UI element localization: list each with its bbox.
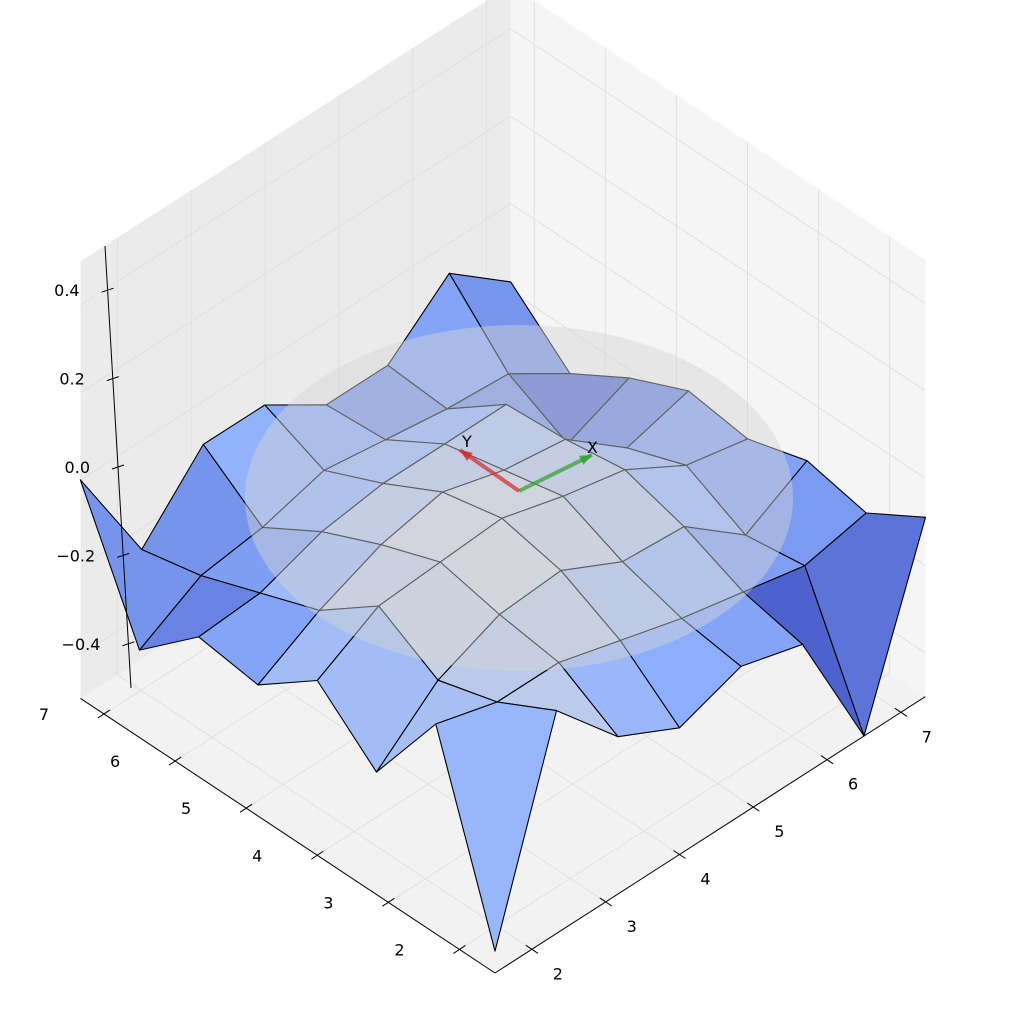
frame-arrow-x [518, 453, 593, 493]
frame-arrow-head-x [579, 455, 592, 465]
z-tick [101, 287, 114, 293]
x-tick [747, 802, 760, 812]
z-tick-label: 0.2 [59, 370, 84, 389]
z-tick-label: 0.0 [65, 458, 90, 477]
surface-cell [435, 701, 558, 952]
frame-arrow-label-x: X [587, 438, 598, 457]
z-tick-label: −0.4 [62, 635, 101, 654]
y-tick [453, 945, 466, 954]
z-tick [122, 641, 135, 647]
z-tick-label: 0.4 [54, 281, 79, 300]
y-tick-label: 6 [110, 752, 120, 771]
y-tick-label: 3 [323, 893, 333, 912]
y-tick-label: 5 [181, 799, 191, 818]
y-tick [310, 850, 324, 860]
y-tick [168, 756, 182, 766]
x-axis-line [494, 696, 926, 974]
frame-arrow-label-y: Y [461, 432, 472, 451]
grid-line-z [80, 115, 926, 393]
surface-mesh [79, 272, 927, 952]
x-tick-label: 4 [700, 870, 710, 889]
grid-line-x [116, 237, 533, 950]
y-axis-line [80, 697, 496, 974]
x-tick [673, 850, 686, 859]
x-tick [820, 755, 834, 765]
z-tick [106, 376, 119, 382]
frame-arrows: XY [458, 432, 598, 493]
y-tick-label: 4 [252, 846, 262, 865]
x-tick-label: 3 [627, 917, 637, 936]
x-tick [894, 707, 908, 717]
z-tick-label: −0.2 [56, 546, 95, 565]
y-tick [97, 709, 111, 719]
ellipse-overlay [245, 325, 793, 671]
frame-arrow-head-y [460, 450, 473, 461]
x-tick [525, 944, 539, 954]
ellipse-overlay-group [245, 325, 793, 671]
tick-labels: 2 3 4 5 6 7 2 3 4 5 6 7 −0.4 −0.2 0.0 0.2 0.4 [39, 281, 932, 983]
x-tick-label: 5 [774, 822, 784, 841]
z-tick [117, 552, 130, 558]
grid-line-z [80, 28, 926, 306]
z-tick [111, 464, 125, 470]
y-tick [239, 803, 253, 813]
y-tick-label: 2 [394, 940, 404, 959]
x-tick-label: 2 [553, 964, 563, 983]
y-tick [382, 897, 395, 907]
grid-line-y [459, 236, 891, 950]
grid-line-z [80, 203, 926, 481]
x-tick-label: 6 [848, 775, 858, 794]
x-tick [599, 897, 612, 907]
y-tick-label: 7 [39, 705, 49, 724]
x-tick-label: 7 [922, 727, 932, 746]
axis-lines [80, 245, 926, 974]
